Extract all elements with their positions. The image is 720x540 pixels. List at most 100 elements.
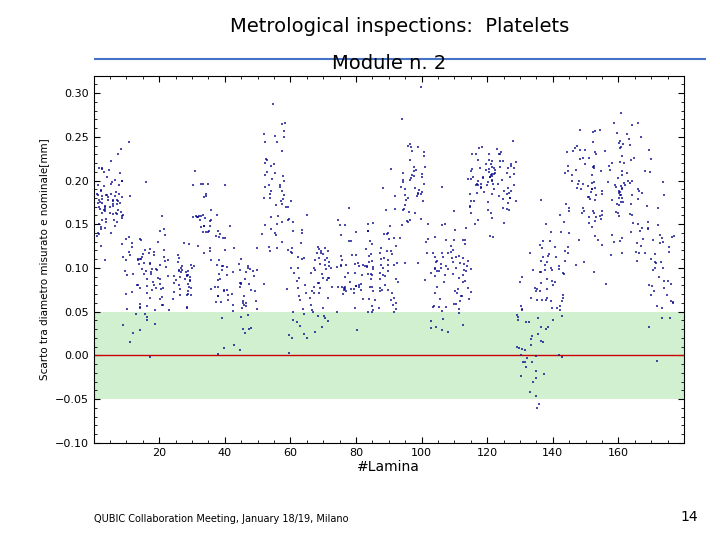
Point	[610, 180, 621, 189]
Point	[219, 287, 230, 295]
Point	[244, 265, 256, 273]
Point	[553, 262, 564, 271]
Point	[447, 258, 459, 266]
Point	[626, 156, 637, 164]
Point	[95, 241, 107, 250]
Point	[626, 211, 638, 220]
Point	[158, 246, 170, 254]
Point	[266, 175, 278, 184]
Point	[595, 167, 607, 176]
Point	[619, 181, 631, 190]
Point	[471, 189, 482, 198]
Point	[336, 282, 348, 291]
Point	[225, 221, 236, 230]
Point	[596, 241, 608, 249]
Point	[554, 301, 565, 310]
Point	[320, 265, 332, 274]
Point	[559, 168, 570, 177]
Point	[146, 286, 158, 295]
Point	[206, 206, 217, 214]
Point	[487, 170, 498, 178]
Point	[261, 168, 273, 177]
Point	[519, 357, 531, 366]
Point	[621, 168, 633, 177]
Point	[296, 229, 307, 238]
Point	[270, 200, 282, 209]
Point	[309, 264, 320, 272]
Point	[469, 181, 481, 190]
Point	[574, 154, 585, 163]
Point	[383, 235, 395, 244]
Point	[514, 278, 526, 286]
Point	[101, 218, 112, 227]
Point	[101, 191, 112, 199]
Point	[357, 261, 369, 269]
Point	[550, 253, 562, 261]
Point	[472, 156, 483, 164]
Point	[547, 315, 559, 324]
Point	[302, 334, 313, 342]
Point	[485, 172, 496, 181]
Point	[158, 256, 170, 265]
Point	[176, 266, 188, 274]
Point	[590, 213, 602, 221]
Point	[345, 237, 356, 246]
Point	[315, 260, 326, 269]
Point	[246, 285, 257, 294]
Point	[402, 217, 413, 226]
Point	[437, 252, 449, 261]
Point	[287, 307, 299, 316]
Point	[587, 185, 598, 193]
Point	[276, 119, 288, 128]
Point	[558, 218, 570, 226]
Point	[493, 150, 505, 158]
Point	[521, 363, 532, 372]
Point	[174, 273, 186, 281]
Point	[516, 305, 528, 313]
Point	[387, 288, 398, 297]
Point	[364, 282, 376, 291]
Point	[310, 266, 321, 274]
Point	[486, 163, 498, 172]
Point	[237, 298, 248, 307]
Point	[571, 184, 582, 193]
Point	[324, 261, 336, 270]
Point	[243, 261, 254, 270]
Point	[138, 270, 150, 279]
Point	[269, 228, 280, 237]
Point	[492, 144, 503, 153]
Point	[124, 247, 135, 256]
Point	[633, 194, 644, 203]
Point	[408, 163, 420, 171]
Point	[258, 158, 270, 167]
Point	[156, 301, 168, 309]
Point	[276, 147, 287, 156]
Point	[215, 274, 226, 283]
Point	[390, 305, 401, 314]
Point	[122, 305, 133, 314]
Point	[163, 256, 174, 265]
Point	[247, 267, 258, 275]
Point	[448, 235, 459, 244]
Point	[287, 316, 298, 325]
Point	[374, 287, 386, 295]
Point	[235, 255, 247, 264]
Point	[454, 273, 465, 282]
Point	[520, 346, 531, 354]
Point	[203, 227, 215, 235]
Point	[417, 197, 428, 205]
Point	[614, 191, 626, 199]
Point	[586, 223, 598, 232]
Point	[313, 289, 325, 298]
Point	[429, 264, 441, 272]
Point	[134, 325, 145, 334]
Point	[265, 224, 276, 233]
Point	[271, 244, 283, 253]
Point	[656, 303, 667, 312]
Point	[271, 138, 283, 146]
Point	[93, 180, 104, 189]
Point	[433, 302, 445, 311]
Point	[141, 316, 153, 325]
Point	[251, 266, 263, 275]
Point	[333, 215, 344, 224]
